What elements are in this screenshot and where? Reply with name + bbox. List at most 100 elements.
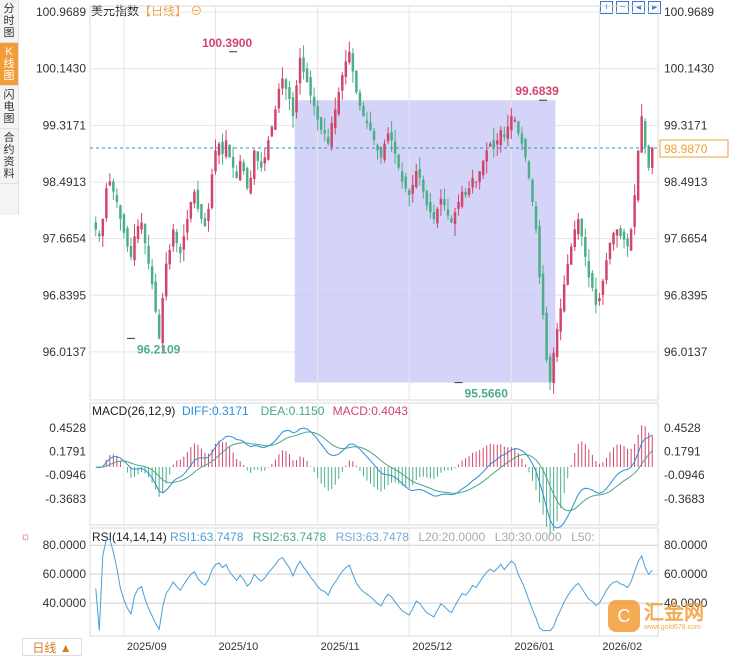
kline-ytick-right: 96.8395	[664, 288, 708, 302]
candle-body	[172, 229, 175, 247]
xtick-label: 2025/10	[219, 641, 259, 653]
move-right-icon[interactable]: ▸	[648, 1, 661, 14]
candle-body	[298, 57, 302, 84]
candle-body	[260, 161, 263, 168]
kline-ytick-right: 96.0137	[664, 345, 708, 359]
candle-body	[383, 143, 386, 160]
candle-body	[527, 161, 531, 178]
candle-body	[288, 87, 291, 100]
diff-line	[95, 427, 653, 529]
candle-body	[245, 168, 249, 189]
candle-body	[295, 85, 298, 113]
logo-mark-icon: C	[608, 600, 640, 632]
candle-body	[407, 190, 411, 196]
candle-body	[580, 218, 584, 237]
candle-body	[186, 219, 189, 233]
period-select-button[interactable]: 日线 ▲	[22, 638, 82, 656]
tab-time-chart[interactable]: 分 时 图	[0, 0, 18, 43]
candle-body	[112, 181, 115, 192]
candle-body	[453, 212, 457, 225]
candle-body	[393, 141, 397, 154]
current-price-tag	[659, 139, 729, 158]
candle-body	[619, 228, 622, 237]
candle-body	[214, 150, 217, 172]
candle-body	[446, 209, 450, 216]
candle-body	[584, 236, 587, 257]
candle-body	[651, 147, 654, 168]
kline-ytick-left: 99.3171	[43, 118, 87, 132]
candle-body	[478, 171, 481, 182]
candle-body	[200, 204, 203, 220]
candle-body	[573, 229, 576, 248]
candle-body	[545, 312, 548, 360]
candle-body	[643, 121, 647, 148]
candle-body	[548, 356, 552, 383]
kline-ytick-right: 100.1430	[664, 62, 714, 76]
rsi-ytick-left: 80.0000	[43, 538, 87, 552]
macd-ytick-left: -0.0946	[45, 468, 86, 482]
candle-body	[471, 177, 474, 188]
candle-body	[344, 61, 348, 78]
kline-ytick-left: 96.8395	[43, 288, 87, 302]
rsi-ytick-left: 40.0000	[43, 596, 87, 610]
macd-ytick-left: -0.3683	[45, 492, 86, 506]
period-label[interactable]: 【日线】	[139, 4, 188, 18]
candle-body	[351, 53, 355, 72]
candle-body	[193, 191, 196, 204]
candle-body	[492, 140, 495, 148]
move-left-icon[interactable]: ◂	[632, 1, 645, 14]
candle-body	[228, 145, 231, 158]
xtick-label: 2025/11	[321, 641, 360, 653]
kline-ytick-left: 100.1430	[36, 62, 86, 76]
rsi-legend: RSI1:63.7478	[170, 530, 244, 544]
candle-body	[203, 218, 207, 226]
candle-body	[531, 179, 534, 202]
settings-sun-icon[interactable]: ☼	[20, 529, 31, 543]
zoom-in-icon[interactable]: +	[600, 1, 613, 14]
candle-body	[312, 96, 316, 106]
tab-contract-info[interactable]: 合 约 资 料	[0, 129, 18, 184]
candle-body	[485, 150, 488, 162]
candle-body	[404, 176, 407, 189]
minus-circle-icon[interactable]: ⊖	[190, 4, 203, 18]
candle-body	[636, 150, 640, 201]
candle-body	[365, 120, 369, 124]
candle-body	[129, 246, 133, 257]
candle-body	[390, 132, 393, 141]
extreme-label: 96.2109	[137, 342, 181, 356]
candle-body	[496, 140, 499, 145]
candle-body	[415, 171, 418, 188]
macd-ytick-right: -0.0946	[664, 468, 705, 482]
candle-body	[355, 70, 358, 93]
instrument-title: 美元指数	[91, 4, 140, 18]
candle-body	[281, 78, 284, 89]
kline-ytick-right: 97.6654	[664, 232, 708, 246]
tab-flash-chart[interactable]: 闪 电 图	[0, 86, 18, 129]
tab-k-line[interactable]: K 线 图	[0, 43, 18, 86]
rsi-legend: L50:	[571, 530, 594, 544]
candle-body	[136, 225, 140, 240]
rsi-ytick-right: 80.0000	[664, 538, 708, 552]
candle-body	[629, 229, 633, 251]
candle-body	[534, 206, 538, 230]
candle-body	[379, 146, 383, 158]
zoom-out-icon[interactable]: −	[616, 1, 629, 14]
candle-body	[608, 243, 612, 259]
candle-body	[253, 150, 256, 179]
candle-body	[330, 123, 333, 147]
candle-body	[291, 97, 295, 117]
candle-body	[594, 288, 598, 305]
xtick-label: 2025/09	[127, 641, 167, 653]
candle-body	[182, 236, 186, 250]
kline-ytick-left: 100.9689	[36, 5, 86, 19]
macd-ytick-right: -0.3683	[664, 492, 705, 506]
macd-ytick-right: 0.4528	[664, 421, 701, 435]
candle-body	[249, 177, 252, 194]
kline-ytick-left: 96.0137	[43, 345, 87, 359]
macd-panel-frame	[89, 402, 659, 526]
rsi-legend: L30:30.0000	[495, 530, 562, 544]
candle-body	[552, 352, 555, 384]
candle-body	[467, 188, 471, 195]
candle-body	[337, 92, 341, 115]
